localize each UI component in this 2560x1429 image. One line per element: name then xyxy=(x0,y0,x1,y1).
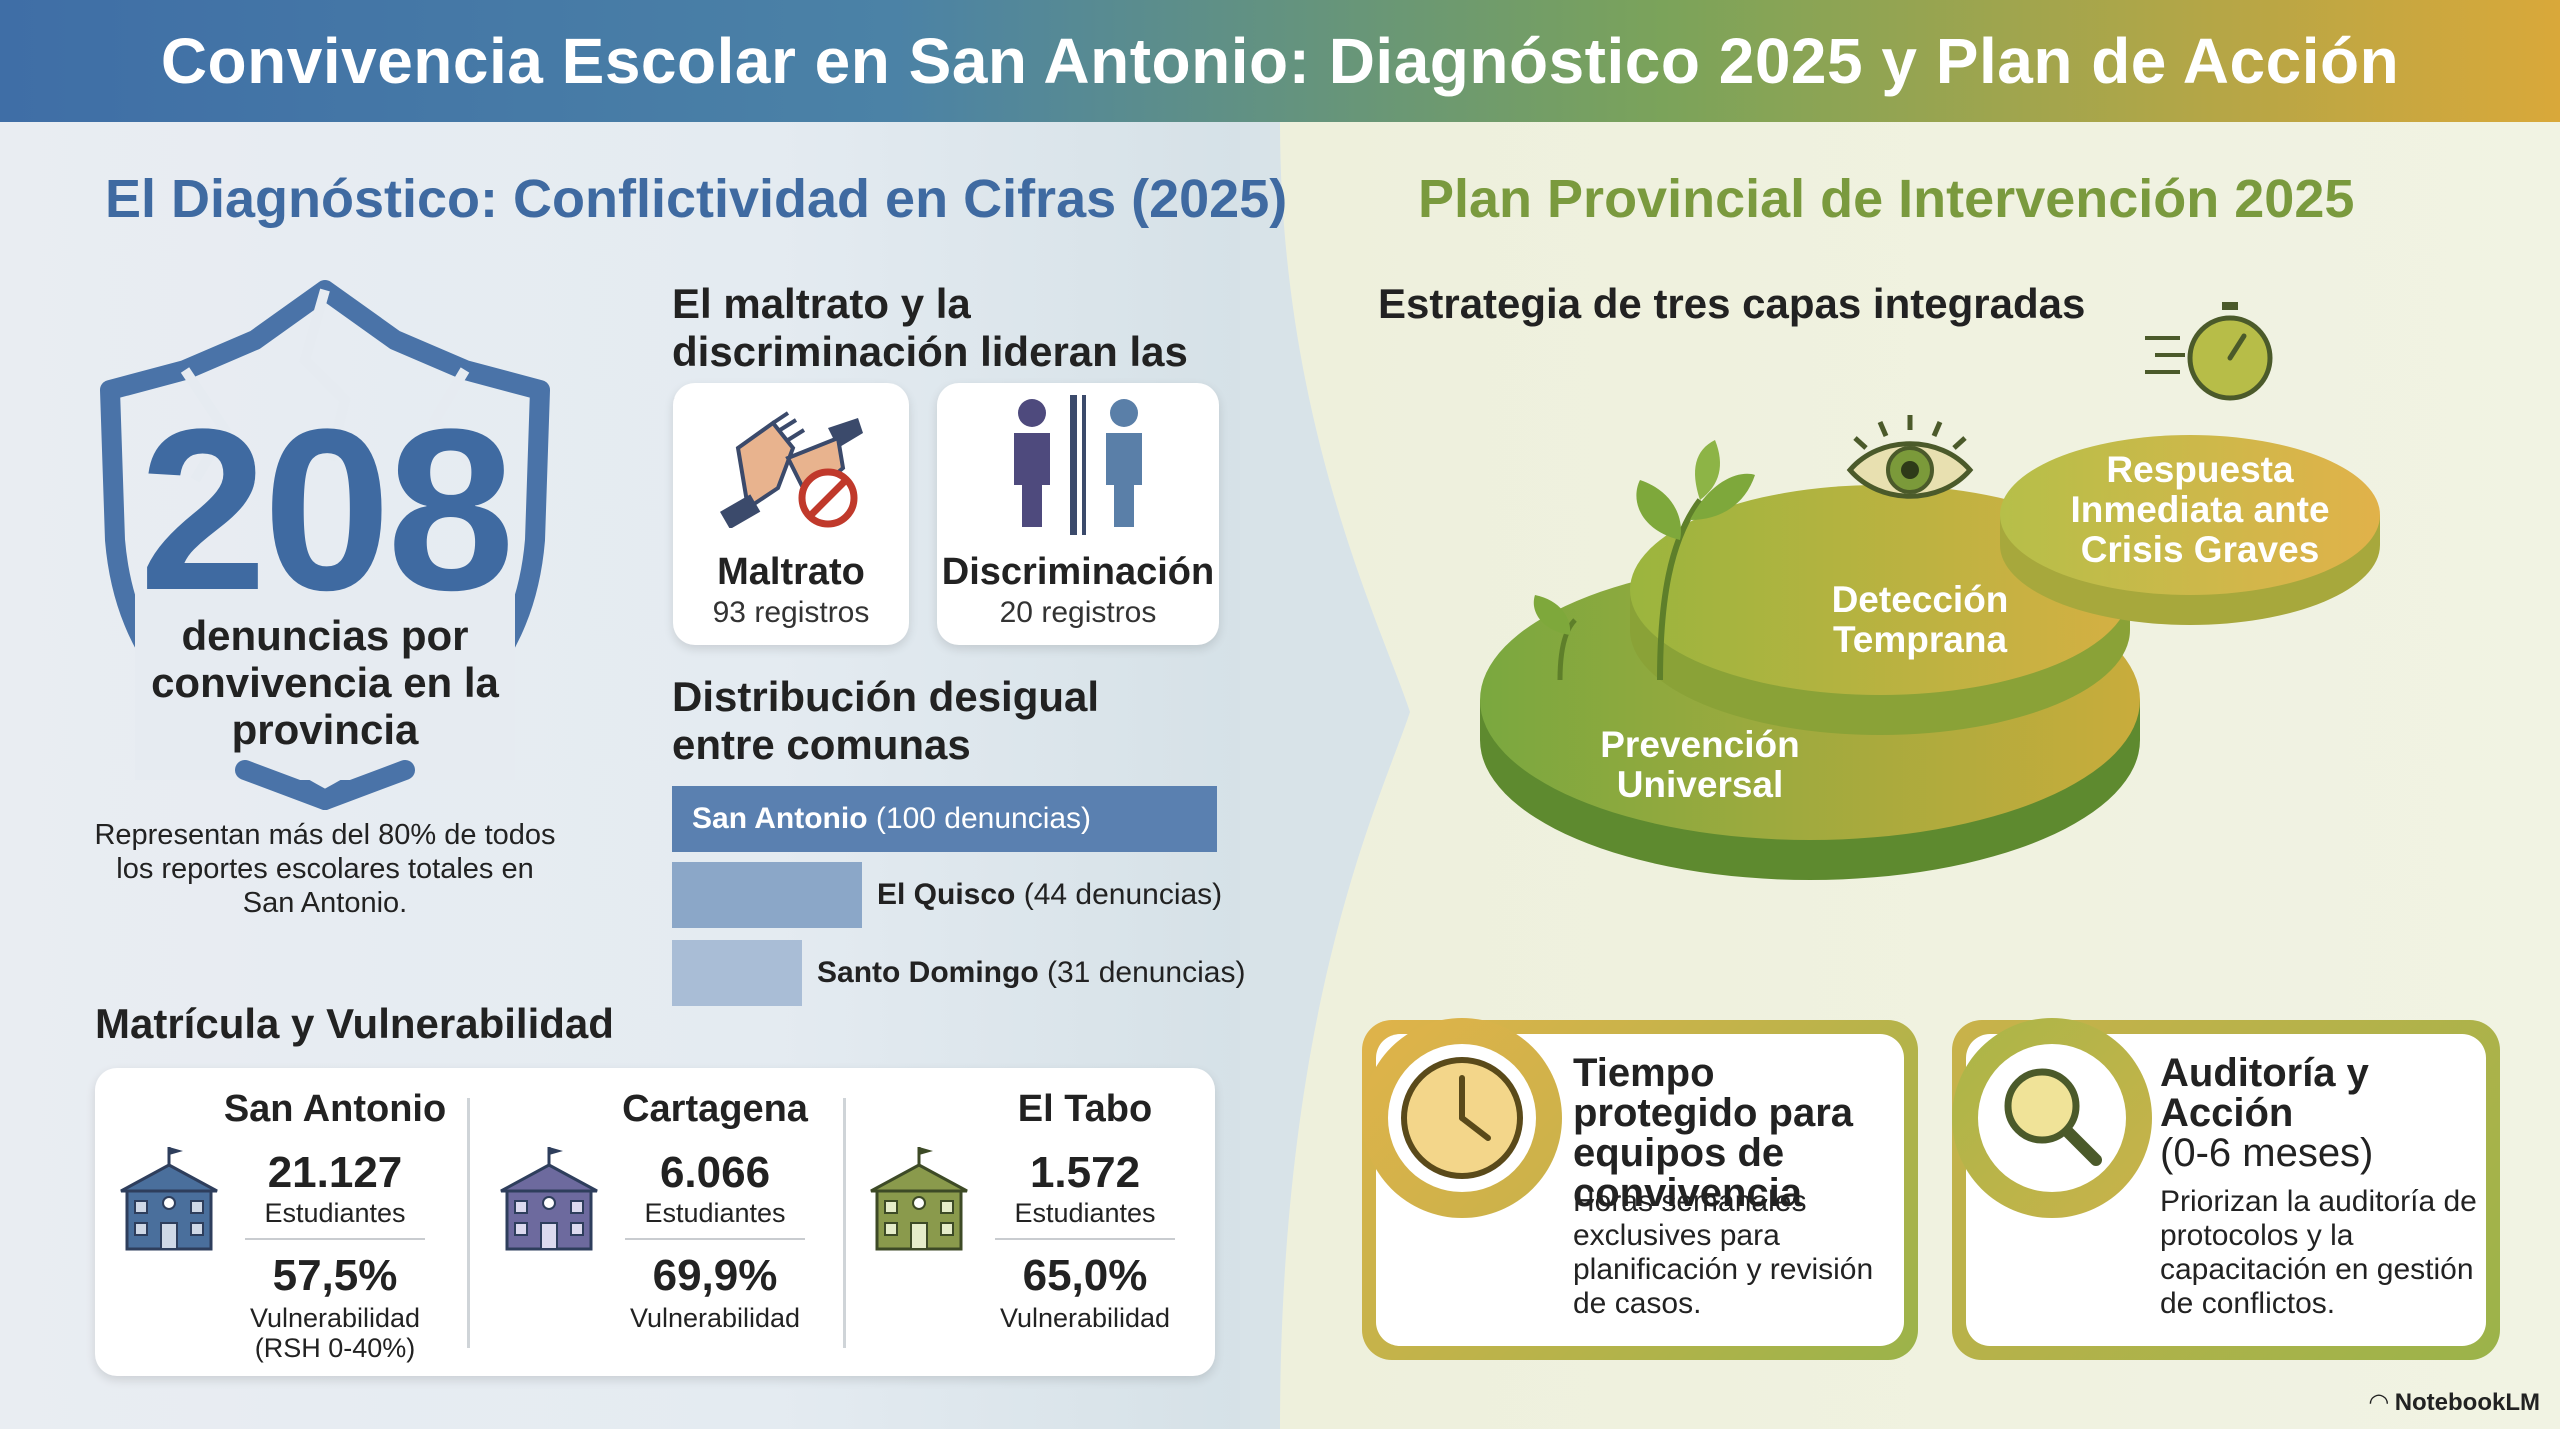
action-text: Horas semanales exclusives para planific… xyxy=(1573,1185,1874,1320)
brand-label: ◠ NotebookLM xyxy=(2369,1389,2540,1416)
students-count: 1.572 xyxy=(1029,1148,1141,1197)
column-divider xyxy=(843,1098,846,1348)
magnifier-icon xyxy=(1978,1044,2126,1192)
school-building-icon xyxy=(870,1147,968,1251)
notebooklm-logo-icon: ◠ xyxy=(2369,1389,2395,1416)
action-text: Priorizan la auditoría de protocolos y l… xyxy=(2160,1185,2477,1320)
cause-card-maltrato: Maltrato 93 registros xyxy=(673,383,909,645)
students-count: 21.127 xyxy=(267,1148,403,1197)
students-label: Estudiantes xyxy=(644,1198,786,1228)
enrollment-col-el-tabo: El Tabo 1.572 Estudiantes 65,0% Vulnerab… xyxy=(845,1068,1215,1376)
panel-divider-arrow xyxy=(1240,122,1410,1429)
commune-name: San Antonio xyxy=(223,1088,447,1130)
students-label: Estudiantes xyxy=(264,1198,406,1228)
bar-label-san-antonio: San Antonio (100 denuncias) xyxy=(692,802,1092,835)
layer-prevention: Prevención Universal xyxy=(1600,724,1800,805)
bar-san-antonio xyxy=(672,786,1217,852)
commune-name: Cartagena xyxy=(622,1088,808,1130)
bar-el-quisco xyxy=(672,862,862,928)
cause-count: 20 registros xyxy=(999,596,1157,629)
page-title: Convivencia Escolar en San Antonio: Diag… xyxy=(160,25,2400,97)
clock-icon xyxy=(1388,1044,1536,1192)
commune-name: El Tabo xyxy=(1017,1088,1153,1130)
cause-card-discriminacion: Discriminación 20 registros xyxy=(937,383,1219,645)
school-building-icon xyxy=(120,1147,218,1251)
action-subtitle: (0-6 meses) xyxy=(2160,1131,2374,1175)
stopwatch-icon xyxy=(2145,302,2273,401)
bar-santo-domingo xyxy=(672,940,802,1006)
students-label: Estudiantes xyxy=(1014,1198,1156,1228)
plan-title: Plan Provincial de Intervención 2025 xyxy=(1418,169,2355,229)
magnifier-icon-frame xyxy=(1952,1018,2152,1218)
complaints-total: 208 xyxy=(139,381,515,638)
enrollment-col-cartagena: Cartagena 6.066 Estudiantes 69,9% Vulner… xyxy=(475,1068,845,1376)
cause-name: Maltrato xyxy=(717,551,865,593)
separator xyxy=(995,1238,1175,1240)
complaints-note: Representan más del 80% de todos los rep… xyxy=(94,819,556,919)
clock-icon-frame xyxy=(1362,1018,1562,1218)
bar-label-el-quisco: El Quisco (44 denuncias) xyxy=(877,878,1223,911)
separator xyxy=(625,1238,805,1240)
separator xyxy=(245,1238,425,1240)
students-count: 6.066 xyxy=(659,1148,771,1197)
vulnerability-label: Vulnerabilidad xyxy=(999,1303,1171,1333)
complaints-label: denuncias por convivencia en la provinci… xyxy=(151,612,499,753)
vulnerability-value: 57,5% xyxy=(272,1251,398,1300)
diagnosis-title: El Diagnóstico: Conflictividad en Cifras… xyxy=(105,169,1288,229)
eye-icon xyxy=(1846,415,1974,499)
enrollment-title: Matrícula y Vulnerabilidad xyxy=(95,1000,614,1047)
layer-response: Respuesta Inmediata ante Crisis Graves xyxy=(2070,449,2330,570)
enrollment-col-san-antonio: San Antonio 21.127 Estudiantes 57,5% Vul… xyxy=(95,1068,465,1376)
hands-stop-icon xyxy=(720,411,863,528)
layer-detection: Detección Temprana xyxy=(1831,579,2009,660)
school-building-icon xyxy=(500,1147,598,1251)
strategy-title: Estrategia de tres capas integradas xyxy=(1378,280,2086,327)
action-title: Auditoría y Acción xyxy=(2160,1051,2369,1135)
people-divided-icon xyxy=(1014,395,1142,535)
column-divider xyxy=(467,1098,470,1348)
vulnerability-label: Vulnerabilidad (RSH 0-40%) xyxy=(249,1303,421,1363)
three-layer-diagram xyxy=(1480,435,2380,880)
distribution-title: Distribución desigual entre comunas xyxy=(672,673,1100,768)
action-title: Tiempo protegido para equipos de convive… xyxy=(1573,1051,1854,1215)
bar-label-santo-domingo: Santo Domingo (31 denuncias) xyxy=(817,956,1246,989)
cause-name: Discriminación xyxy=(941,551,1215,593)
shield-icon xyxy=(100,280,550,810)
vulnerability-label: Vulnerabilidad xyxy=(629,1303,801,1333)
title-banner: Convivencia Escolar en San Antonio: Diag… xyxy=(0,0,2560,122)
vulnerability-value: 65,0% xyxy=(1022,1251,1148,1300)
vulnerability-value: 69,9% xyxy=(652,1251,778,1300)
enrollment-card: San Antonio 21.127 Estudiantes 57,5% Vul… xyxy=(95,1068,1215,1376)
cause-count: 93 registros xyxy=(712,596,870,629)
